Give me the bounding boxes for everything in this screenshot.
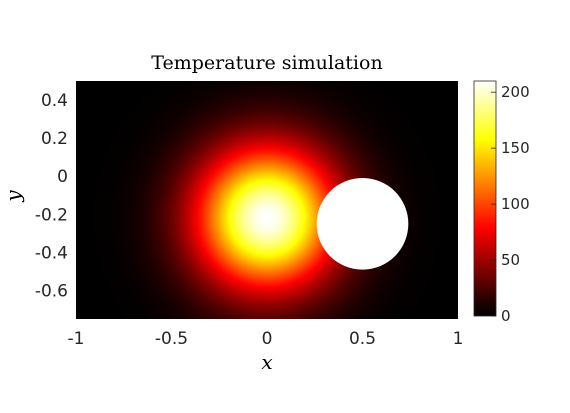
plot-area — [76, 81, 458, 319]
colorbar-gradient — [474, 81, 496, 316]
chart-title: Temperature simulation — [151, 52, 382, 74]
y-tick-label: 0.4 — [41, 91, 68, 111]
colorbar-tick-label: 100 — [501, 195, 530, 213]
y-tick-label: -0.4 — [35, 243, 68, 263]
colorbar-tick-label: 200 — [501, 83, 530, 101]
y-axis-ticks: 0.4 0.2 0 -0.2 -0.4 -0.6 — [35, 91, 68, 301]
x-tick-label: 1 — [453, 329, 464, 349]
x-axis-label: x — [261, 350, 272, 374]
x-tick-label: -0.5 — [155, 329, 188, 349]
colorbar-tick-label: 150 — [501, 139, 530, 157]
y-tick-label: 0.2 — [41, 129, 68, 149]
y-axis-label: y — [1, 190, 25, 203]
y-tick-label: -0.2 — [35, 205, 68, 225]
x-tick-label: 0 — [262, 329, 273, 349]
x-tick-label: -1 — [68, 329, 85, 349]
colorbar-ticks: 0 50 100 150 200 — [491, 83, 530, 325]
x-tick-label: 0.5 — [349, 329, 376, 349]
colorbar-tick-label: 50 — [501, 251, 520, 269]
x-axis-ticks: -1 -0.5 0 0.5 1 — [68, 329, 464, 349]
y-tick-label: -0.6 — [35, 281, 68, 301]
colorbar: 0 50 100 150 200 — [474, 81, 530, 325]
colorbar-tick-label: 0 — [501, 307, 511, 325]
circular-obstacle — [317, 178, 409, 270]
y-tick-label: 0 — [57, 167, 68, 187]
